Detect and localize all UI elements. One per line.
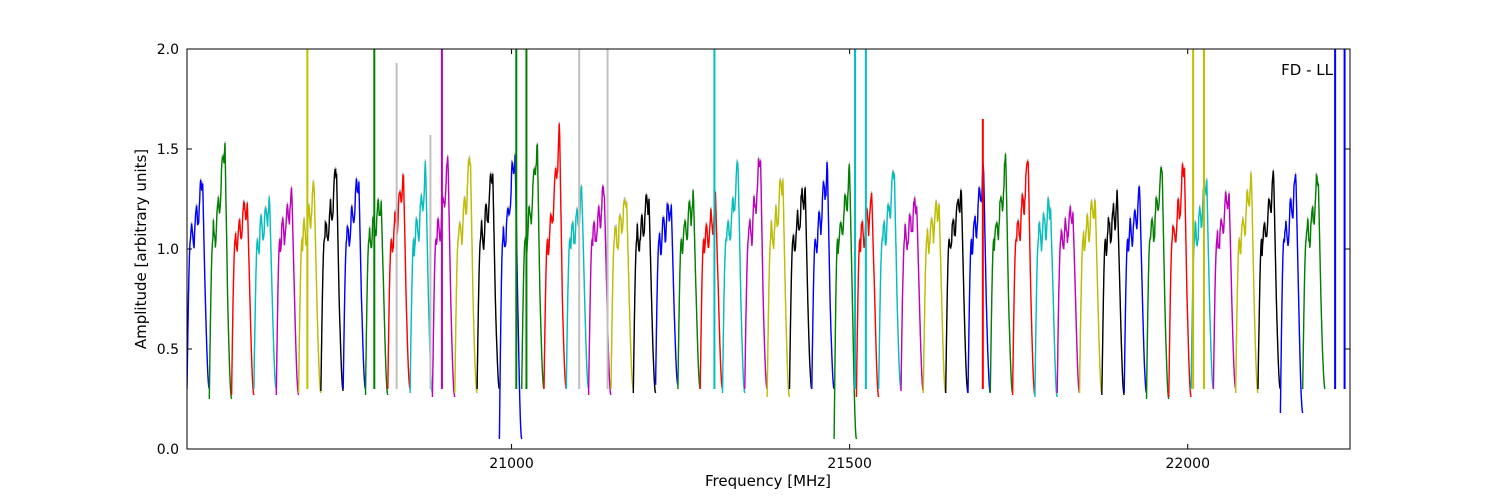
series-line [1279,174,1304,414]
background-trace [1302,171,1326,388]
series-line [699,191,724,390]
background-trace [1034,195,1058,396]
series-line [1034,197,1058,398]
background-trace [431,154,456,396]
series-line [476,173,501,390]
y-tick-label: 2.0 [157,42,179,58]
series-traces [187,49,1346,440]
background-trace [744,156,768,388]
series-line [1257,170,1282,390]
series-line [654,202,679,386]
background-trace [187,177,210,388]
series-line [253,196,277,390]
y-tick-label: 1.5 [157,142,179,158]
series-line [521,143,545,390]
background-trace [900,195,924,390]
background-trace [476,171,500,388]
series-line [677,190,701,390]
background-trace [677,188,701,388]
x-axis-ticks: 21000 21500 22000 [489,49,1210,472]
series-line [1123,185,1148,394]
series-line [387,173,411,390]
series-line [1011,160,1036,396]
series-line [610,198,634,390]
background-trace [275,185,300,394]
series-line [1168,163,1192,398]
series-line [1056,205,1081,394]
series-line [855,192,880,398]
series-line [230,200,255,396]
background-trace [208,141,233,398]
series-line [364,199,389,396]
series-line [744,158,768,390]
plot-frame [186,48,1351,450]
background-trace [945,187,969,392]
series-line [1101,190,1125,396]
y-axis-label: Amplitude [arbitrary units] [132,149,150,349]
series-line [945,189,969,394]
series-line [900,197,924,392]
series-line [320,168,344,392]
series-line [1302,173,1326,390]
series-line [498,154,523,440]
series-line [1078,199,1103,394]
series-line [788,187,813,390]
background-trace [878,169,902,388]
background-trace [409,159,433,392]
y-tick-label: 0.0 [157,442,179,458]
series-line [543,123,567,390]
series-line [1212,191,1237,390]
series-line [989,153,1014,394]
series-line [454,157,478,394]
panel-annotation: FD - LL [1281,61,1333,79]
series-line [1190,178,1215,390]
series-line [409,161,434,394]
x-tick-label: 21000 [489,456,534,472]
series-line [878,171,902,390]
series-line [833,164,858,440]
series-line [297,181,322,394]
series-line [632,194,657,394]
series-line [721,159,746,394]
x-tick-label: 21500 [827,456,872,472]
background-trace [454,155,478,392]
y-tick-label: 1.0 [157,242,179,258]
y-tick-label: 0.5 [157,342,179,358]
series-line [766,178,791,398]
series-line [208,143,233,400]
y-axis-ticks: 0.0 0.5 1.0 1.5 2.0 [157,42,1350,458]
background-trace [1168,161,1192,396]
background-trace [721,158,746,392]
x-tick-label: 22000 [1165,456,1210,472]
x-axis-label: Frequency [MHz] [705,472,831,490]
background-trace [543,121,567,388]
series-line [922,201,947,394]
background-trace [1101,188,1125,394]
series-line [565,185,590,390]
series-line [275,187,300,396]
series-line [431,156,456,398]
series-line [1145,166,1170,400]
series-line [187,179,210,390]
series-line [811,162,835,390]
series-line [342,178,367,390]
background-trace [1012,158,1036,394]
series-line [967,164,991,394]
series-line [1235,172,1259,394]
background-trace [989,151,1014,392]
background-trace [320,166,344,390]
